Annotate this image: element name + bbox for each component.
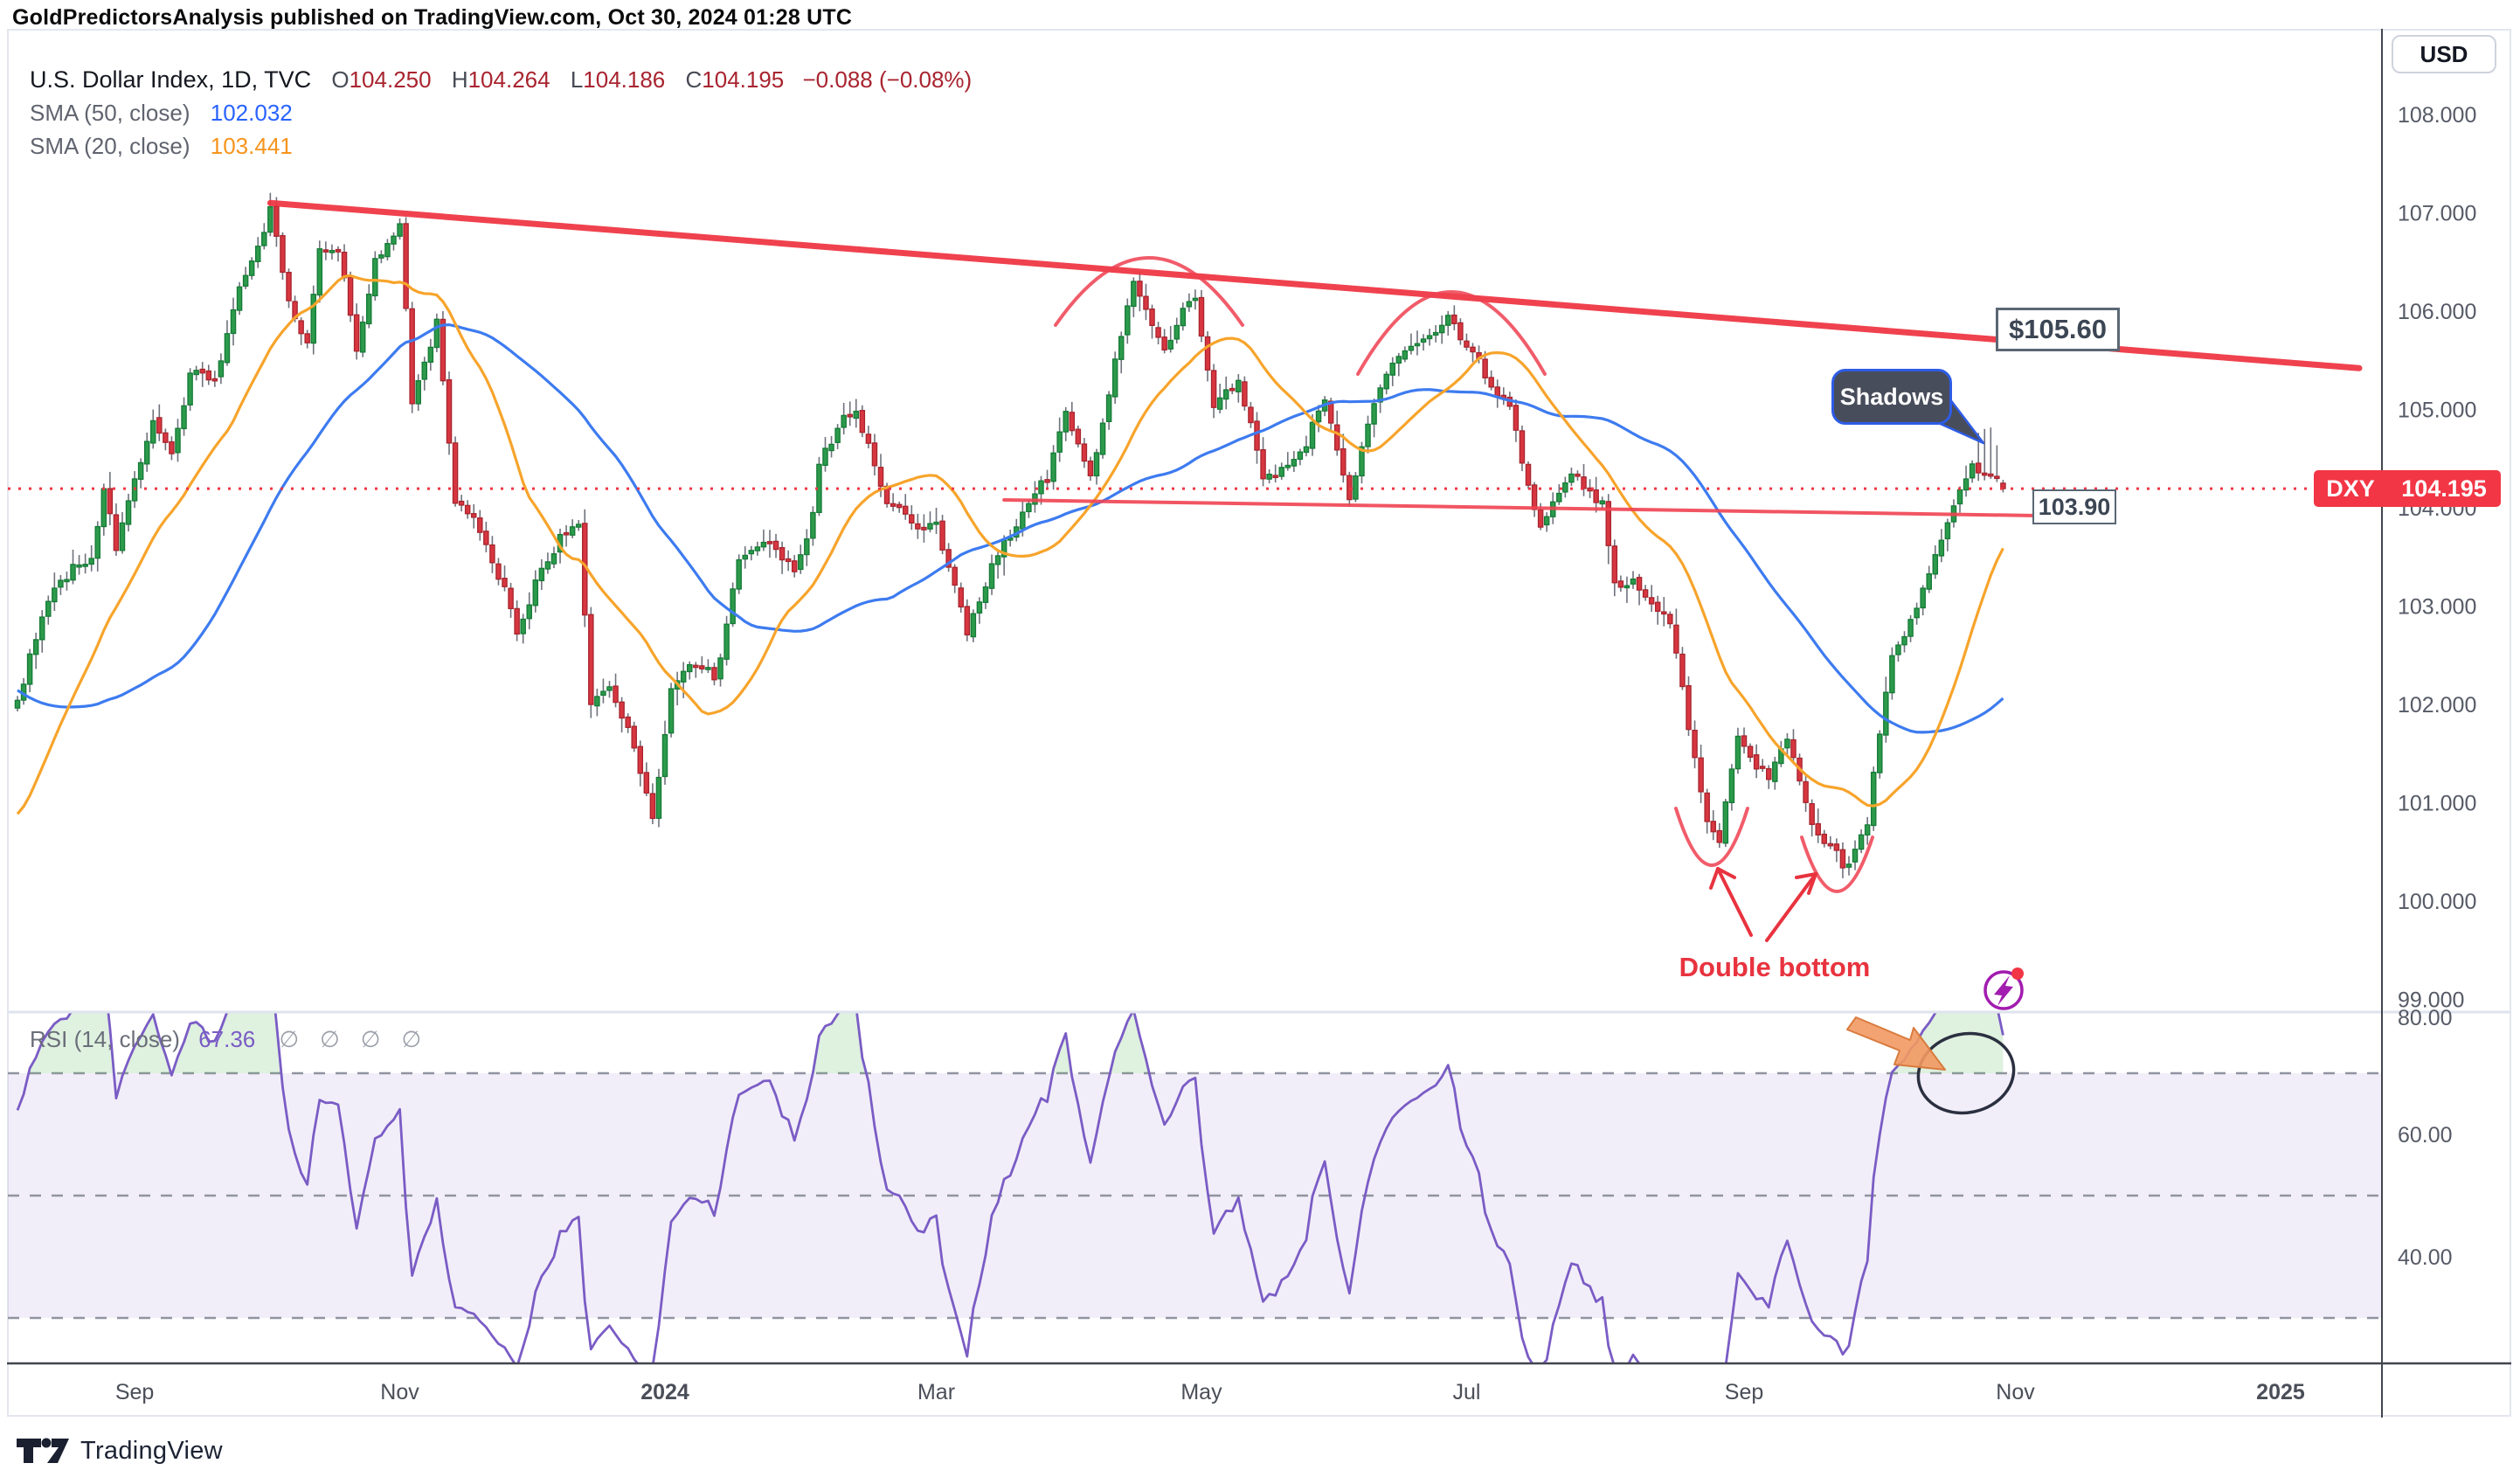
legend-symbol-row: U.S. Dollar Index, 1D, TVC O104.250 H104… xyxy=(30,63,972,96)
price-tick-label: 100.000 xyxy=(2398,890,2476,914)
support-line[interactable] xyxy=(1002,498,2039,517)
rsi-legend: RSI (14, close) 67.36 ∅∅∅∅ xyxy=(30,1026,442,1053)
price-tick-label: 102.000 xyxy=(2398,693,2476,718)
price-tick-label: 106.000 xyxy=(2398,300,2476,324)
time-tick-label: May xyxy=(1180,1380,1222,1404)
time-tick-label: Nov xyxy=(380,1380,419,1404)
time-scale-area[interactable]: Sep Nov 2024 Mar May Jul Sep Nov 2025 xyxy=(115,1380,2305,1404)
time-tick-label: Sep xyxy=(1725,1380,1763,1404)
tradingview-logo-icon xyxy=(17,1438,69,1463)
ohlc-open-value: 104.250 xyxy=(349,66,432,93)
sma50-label: SMA (50, close) xyxy=(30,100,190,126)
chart-frame xyxy=(7,29,2511,1417)
time-tick-label: Sep xyxy=(115,1380,154,1404)
time-tick-label: 2024 xyxy=(640,1380,689,1404)
double-bottom-arrow[interactable] xyxy=(1709,867,1753,937)
rsi-pointer-arrow[interactable] xyxy=(1846,1016,1946,1071)
price-tick-label: 101.000 xyxy=(2398,792,2476,816)
price-tick-label: 99.000 xyxy=(2398,988,2464,1013)
rsi-tick-label: 80.00 xyxy=(2398,1006,2453,1030)
ohlc-low-key: L xyxy=(570,66,584,93)
time-tick-label: 2025 xyxy=(2256,1380,2305,1404)
trendline-price-label[interactable]: $105.60 xyxy=(1996,308,2120,351)
bottom-arc[interactable] xyxy=(1674,807,1749,867)
peak-arc[interactable] xyxy=(1356,290,1547,376)
rsi-label: RSI (14, close) xyxy=(30,1026,180,1052)
ohlc-close-key: C xyxy=(685,66,703,93)
peak-arc[interactable] xyxy=(1054,256,1244,327)
sma20-value: 103.441 xyxy=(210,133,293,159)
sma20-line xyxy=(16,274,2004,815)
rsi-tick-label: 40.00 xyxy=(2398,1245,2453,1270)
price-tick-label: 107.000 xyxy=(2398,202,2476,226)
tradingview-logo-text: TradingView xyxy=(80,1436,223,1465)
bottom-arc[interactable] xyxy=(1800,836,1874,893)
rsi-line xyxy=(16,1012,2004,1363)
price-tick-label: 103.000 xyxy=(2398,595,2476,620)
double-bottom-label[interactable]: Double bottom xyxy=(1679,952,1871,982)
shadows-callout[interactable]: Shadows xyxy=(1831,369,1952,425)
flash-marker-icon[interactable] xyxy=(1983,967,2024,1010)
ohlc-high-key: H xyxy=(451,66,468,93)
sma50-value: 102.032 xyxy=(210,100,293,126)
chart-legend: U.S. Dollar Index, 1D, TVC O104.250 H104… xyxy=(30,63,972,163)
last-price-badge-value: 104.195 xyxy=(2401,475,2487,502)
price-scale-area[interactable]: 108.000107.000106.000105.000104.000103.0… xyxy=(2398,103,2476,1270)
sma50-line xyxy=(17,322,2004,734)
price-tick-label: 105.000 xyxy=(2398,399,2476,423)
ohlc-open-key: O xyxy=(331,66,350,93)
rsi-value: 67.36 xyxy=(198,1026,256,1052)
time-tick-label: Jul xyxy=(1452,1380,1480,1404)
time-tick-label: Mar xyxy=(917,1380,955,1404)
support-price-label[interactable]: 103.90 xyxy=(2032,489,2116,524)
ohlc-low-value: 104.186 xyxy=(583,66,666,93)
ohlc-close-value: 104.195 xyxy=(702,66,785,93)
rsi-tick-label: 60.00 xyxy=(2398,1123,2453,1148)
rsi-overbought-fill xyxy=(17,1012,2004,1073)
published-header: GoldPredictorsAnalysis published on Trad… xyxy=(12,5,853,30)
time-tick-label: Nov xyxy=(1996,1380,2035,1404)
double-bottom-arrow[interactable] xyxy=(1765,872,1817,942)
rsi-empty-slots: ∅∅∅∅ xyxy=(279,1026,443,1052)
last-price-badge-symbol: DXY xyxy=(2326,475,2375,502)
symbol-title: U.S. Dollar Index, 1D, TVC xyxy=(30,66,312,93)
currency-toggle-button[interactable]: USD xyxy=(2392,35,2496,73)
price-tick-label: 108.000 xyxy=(2398,103,2476,128)
ohlc-high-value: 104.264 xyxy=(467,66,550,93)
rsi-pane-background xyxy=(8,1071,2382,1320)
legend-sma20-row: SMA (20, close) 103.441 xyxy=(30,129,972,163)
candlestick-series xyxy=(14,192,2006,878)
last-price-badge: DXY 104.195 xyxy=(2314,470,2501,507)
change-value: −0.088 (−0.08%) xyxy=(802,66,973,93)
tradingview-logo[interactable]: TradingView xyxy=(16,1433,223,1468)
rsi-highlight-ellipse[interactable] xyxy=(1911,1025,2021,1122)
sma20-label: SMA (20, close) xyxy=(30,133,190,159)
legend-sma50-row: SMA (50, close) 102.032 xyxy=(30,96,972,129)
